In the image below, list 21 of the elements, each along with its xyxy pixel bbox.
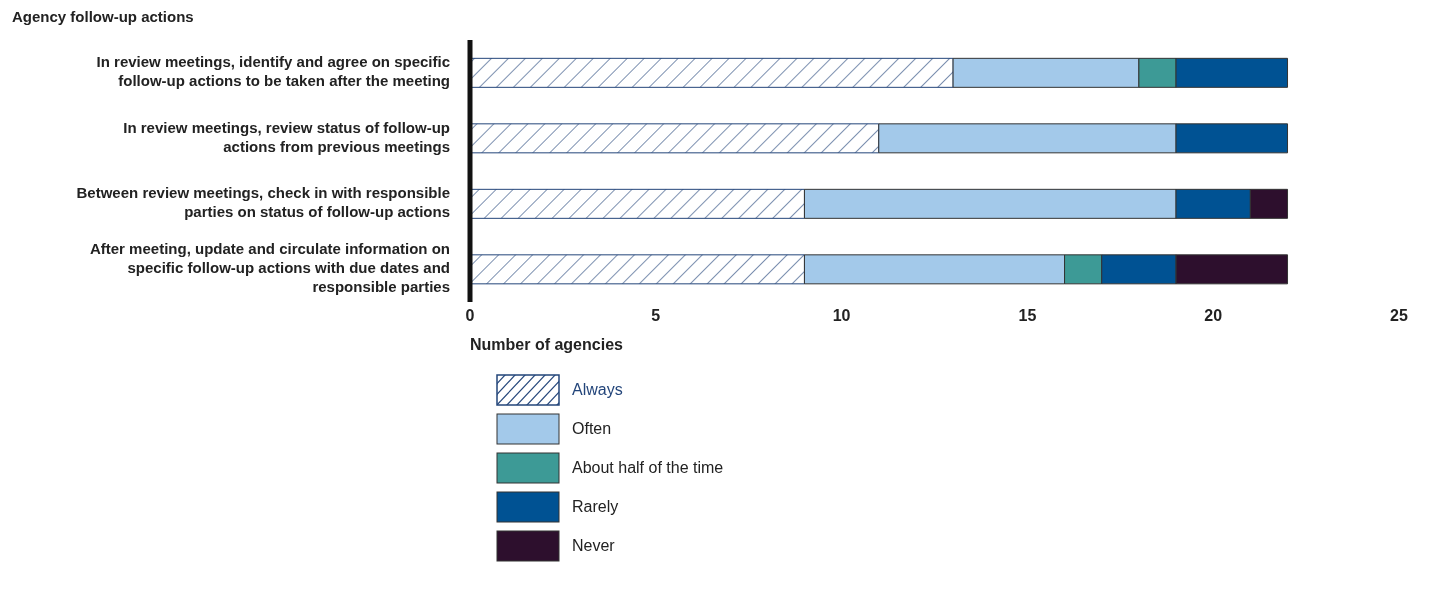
text: Agency follow-up actions — [12, 8, 195, 27]
x-tick-label: 20 — [1204, 307, 1223, 325]
bar — [470, 57, 954, 88]
y-tick-label: In review meetings, review status of follow-up actions from previous meetings — [123, 118, 450, 155]
x-tick-label: 25 — [1390, 307, 1408, 325]
x-tick-label: 5 — [651, 307, 661, 325]
legend-label: Rarely — [572, 497, 619, 516]
bar — [470, 254, 805, 285]
x-tick-label: 0 — [465, 307, 475, 325]
legend-label: Never — [572, 536, 615, 555]
y-tick-label: In review meetings, identify and agree on specific follow-up actions to be taken after the meeting — [96, 53, 450, 90]
legend-label: Often — [572, 419, 612, 438]
y-tick-label: After meeting, update and circulate information on specific follow-up actions with due dates and responsible parties — [89, 240, 450, 296]
legend-label: About half of the time — [572, 458, 724, 477]
y-tick-label: Between review meetings, check in with responsible parties on status of follow-up actions — [76, 184, 450, 221]
x-tick-label: 10 — [832, 307, 851, 325]
x-axis-title: Number of agencies — [470, 336, 624, 354]
x-tick-label: 15 — [1018, 307, 1037, 325]
bar — [470, 188, 805, 219]
bar — [470, 123, 880, 154]
text: Always — [572, 380, 623, 399]
